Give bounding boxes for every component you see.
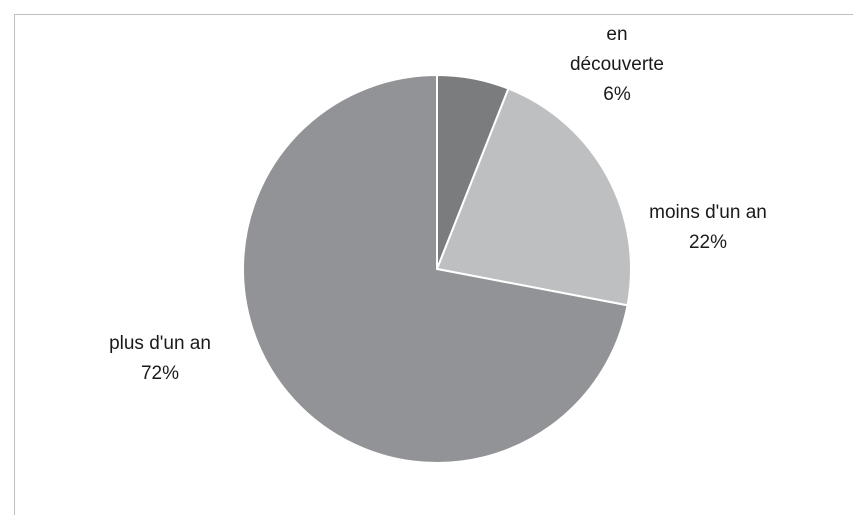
data-label-en-d-couverte: en découverte 6% — [570, 24, 664, 105]
data-label-plus-d-un-an: plus d'un an 72% — [109, 333, 211, 384]
data-label-category: en — [606, 24, 627, 45]
chart-area — [14, 14, 853, 515]
pie-labels: en découverte 6% moins d'un an 22% plus d'un … — [109, 24, 767, 384]
data-label-category: moins d'un an — [649, 202, 767, 223]
pie-slice-plus-d-un-an — [242, 73, 629, 464]
data-label-value: 6% — [603, 84, 631, 105]
data-label-moins-d-un-an: moins d'un an 22% — [649, 202, 767, 253]
pie-slices — [242, 73, 632, 464]
data-label-value: 22% — [689, 232, 727, 253]
data-label-category: découverte — [570, 54, 664, 75]
data-label-value: 72% — [141, 363, 179, 384]
pie-slice-moins-d-un-an — [435, 87, 632, 307]
data-label-category: plus d'un an — [109, 333, 211, 354]
